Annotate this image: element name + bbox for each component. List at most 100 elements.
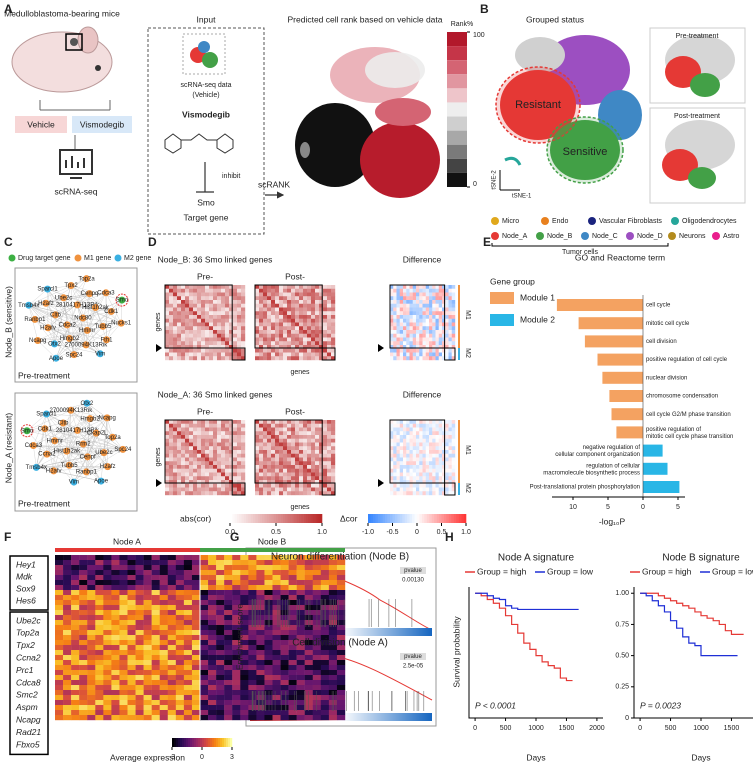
heat-cell [425, 476, 430, 481]
cluster [300, 142, 310, 158]
heat-cell [169, 285, 174, 289]
colorbar-cell [212, 738, 215, 747]
heat-cell [263, 461, 268, 466]
heat-cell [336, 580, 346, 586]
heat-cell [185, 480, 190, 484]
target-ring [20, 424, 34, 438]
heat-cell [312, 650, 322, 656]
heat-cell [71, 665, 80, 671]
heat-cell [264, 615, 273, 621]
heat-cell [177, 318, 182, 323]
heat-cell [288, 705, 297, 711]
colorbar-cell [447, 158, 467, 173]
heat-cell [248, 580, 257, 586]
heat-cell [304, 650, 313, 656]
heat-cell [232, 680, 241, 686]
heat-cell [225, 487, 230, 492]
heat-cell [173, 311, 178, 316]
heat-cell [419, 480, 423, 484]
heat-cell [213, 345, 218, 349]
heat-cell [200, 625, 209, 631]
heat-cell [425, 337, 430, 342]
heat-cell [396, 348, 400, 353]
heat-cell [304, 705, 313, 711]
heat-cell [311, 300, 316, 304]
heat-cell [264, 560, 273, 566]
colorbar-cell [301, 514, 304, 523]
heat-cell [201, 483, 206, 488]
heat-cell [311, 442, 316, 447]
heat-cell [208, 605, 217, 611]
heat-cell [193, 453, 198, 458]
heat-cell [299, 461, 304, 466]
heat-cell [275, 450, 280, 454]
heat-cell [143, 705, 152, 711]
heat-cell [225, 307, 230, 312]
heat-cell [279, 420, 284, 424]
heat-cell [193, 348, 198, 353]
heat-cell [217, 330, 222, 334]
cluster [515, 37, 565, 73]
edge [121, 300, 123, 324]
heat-cell [193, 438, 198, 443]
heat-cell [419, 491, 423, 496]
heat-cell [143, 650, 152, 656]
heat-cell [63, 715, 72, 721]
heat-cell [429, 476, 433, 481]
heat-cell [200, 700, 209, 706]
heat-cell [71, 685, 80, 691]
heat-cell [181, 337, 186, 342]
heat-cell [399, 438, 404, 443]
colorbar-cell [434, 514, 437, 523]
edge [73, 452, 105, 483]
heat-cell [275, 356, 280, 361]
heat-cell [255, 491, 260, 496]
heat-cell [193, 315, 198, 319]
heat-cell [272, 595, 281, 601]
heat-cell [237, 483, 242, 488]
heat-cell [416, 348, 420, 353]
colorbar-cell [206, 738, 209, 747]
heat-cell [271, 438, 276, 443]
axes [633, 587, 753, 719]
heat-cell [256, 555, 265, 561]
heat-cell [177, 285, 182, 289]
heat-cell [267, 330, 272, 334]
heat-cell [205, 348, 210, 353]
heat-cell [275, 341, 280, 346]
heat-cell [232, 705, 241, 711]
heat-cell [327, 461, 332, 466]
input-box [147, 27, 265, 235]
heat-cell [87, 560, 96, 566]
heat-cell [406, 465, 410, 469]
heat-cell [255, 318, 260, 323]
heat-cell [55, 670, 64, 676]
heat-cell [280, 585, 289, 591]
heat-cell [224, 640, 233, 646]
heat-cell [241, 356, 246, 361]
heat-cell [319, 300, 324, 304]
heat-cell [291, 333, 296, 338]
heat-cell [209, 461, 214, 466]
heat-cell [193, 487, 198, 492]
heat-cell [442, 300, 446, 304]
heat-cell [275, 296, 280, 301]
heat-cell [205, 480, 210, 484]
heat-cell [288, 590, 297, 596]
heat-cell [185, 352, 190, 357]
heat-cell [103, 700, 112, 706]
heat-cell [291, 348, 296, 353]
gene-node [83, 399, 91, 407]
heat-cell [95, 600, 104, 606]
heat-cell [213, 307, 218, 312]
gene-label: Ncapg [16, 714, 41, 724]
heat-cell [283, 472, 288, 477]
heat-cell [323, 468, 328, 473]
heat-cell [111, 640, 120, 646]
heat-cell [185, 315, 190, 319]
heat-cell [201, 472, 206, 477]
heat-cell [320, 570, 330, 576]
heat-cell [336, 670, 346, 676]
heat-cell [208, 595, 217, 601]
heat-cell [189, 450, 194, 454]
